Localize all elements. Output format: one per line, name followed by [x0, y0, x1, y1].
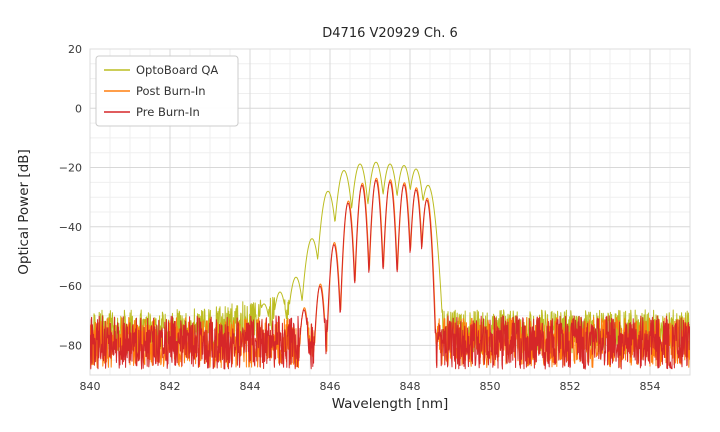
x-tick-label: 844: [240, 380, 261, 393]
trace-pre-burn-in: [90, 179, 690, 370]
chart-title: D4716 V20929 Ch. 6: [322, 26, 458, 41]
plot-border: [89, 48, 691, 376]
x-tick-label: 846: [320, 380, 341, 393]
x-tick-label: 850: [480, 380, 501, 393]
legend-item: Pre Burn-In: [104, 105, 200, 119]
legend-box: [95, 55, 239, 127]
x-axis-label: Wavelength [nm]: [331, 396, 449, 412]
x-tick-label: 840: [80, 380, 101, 393]
legend-item-label: Pre Burn-In: [136, 105, 200, 119]
legend-item: OptoBoard QA: [104, 63, 218, 77]
y-tick-label: −60: [59, 280, 82, 293]
x-tick-label: 854: [640, 380, 661, 393]
traces: [90, 161, 690, 370]
y-tick-label: 20: [68, 43, 82, 56]
legend-item-label: OptoBoard QA: [136, 63, 218, 77]
legend: OptoBoard QA Post Burn-In Pre Burn-In: [95, 55, 239, 127]
x-tick-label: 848: [400, 380, 421, 393]
y-tick-label: −20: [59, 162, 82, 175]
x-tick-label: 842: [160, 380, 181, 393]
legend-item: Post Burn-In: [104, 84, 206, 98]
y-tick-label: −40: [59, 221, 82, 234]
y-axis-label: Optical Power [dB]: [16, 149, 32, 275]
y-tick-label: 0: [75, 102, 82, 115]
y-tick-label: −80: [59, 339, 82, 352]
legend-item-label: Post Burn-In: [136, 84, 206, 98]
x-tick-label: 852: [560, 380, 581, 393]
